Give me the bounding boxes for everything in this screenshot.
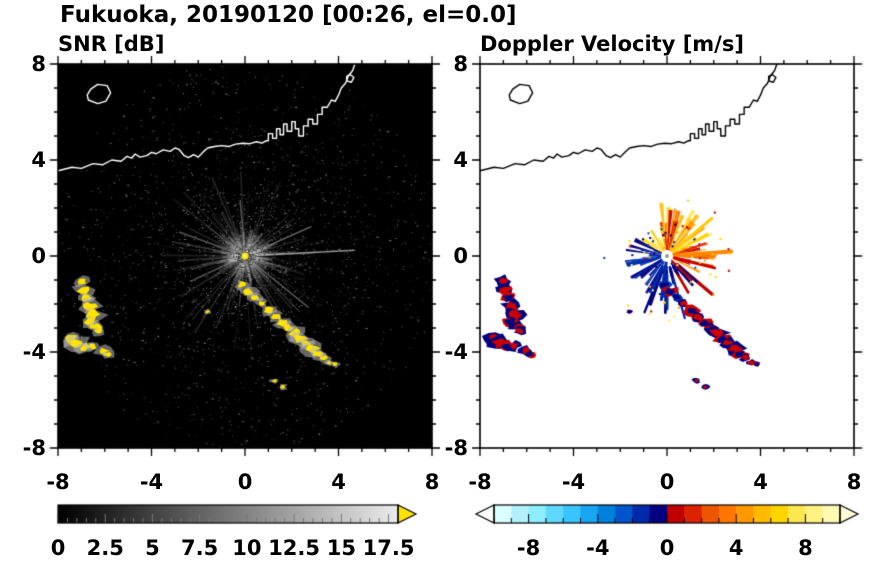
- snr-x-tick-label: -4: [139, 470, 164, 494]
- snr-x-tick-label: 8: [424, 470, 440, 494]
- doppler-plot-canvas: [469, 53, 865, 459]
- snr-x-tick-label: 4: [331, 470, 346, 494]
- doppler-y-tick-label: 4: [453, 148, 468, 172]
- doppler-colorbar-label: 8: [798, 536, 813, 560]
- doppler-y-tick-label: -4: [444, 340, 468, 364]
- doppler-y-tick-label: -8: [444, 436, 468, 460]
- snr-x-tick-label: 0: [237, 470, 253, 494]
- snr-y-tick-label: 8: [31, 52, 46, 76]
- doppler-x-tick-label: 4: [753, 470, 768, 494]
- doppler-panel-title: Doppler Velocity [m/s]: [480, 32, 744, 56]
- snr-y-tick-label: 0: [31, 244, 46, 268]
- doppler-x-tick-label: 8: [846, 470, 862, 494]
- snr-y-tick-label: -4: [22, 340, 46, 364]
- snr-y-tick-label: -8: [22, 436, 46, 460]
- doppler-colorbar-label: -4: [586, 536, 610, 560]
- snr-colorbar-label: 2.5: [86, 536, 124, 560]
- snr-colorbar-label: 10: [232, 536, 262, 560]
- doppler-y-tick-label: 8: [453, 52, 468, 76]
- snr-colorbar: [56, 502, 420, 528]
- doppler-colorbar: [472, 502, 864, 528]
- snr-colorbar-label: 12.5: [268, 536, 321, 560]
- snr-colorbar-label: 7.5: [181, 536, 219, 560]
- doppler-colorbar-label: -8: [516, 536, 541, 560]
- doppler-x-tick-label: -8: [468, 470, 492, 494]
- snr-panel-title: SNR [dB]: [58, 32, 165, 56]
- snr-colorbar-label: 5: [145, 536, 160, 560]
- snr-x-tick-label: -8: [46, 470, 70, 494]
- snr-plot-canvas: [47, 53, 443, 459]
- snr-colorbar-label: 0: [50, 536, 66, 560]
- snr-colorbar-label: 17.5: [362, 536, 415, 560]
- doppler-x-tick-label: 0: [659, 470, 675, 494]
- doppler-colorbar-label: 4: [728, 536, 744, 560]
- snr-colorbar-label: 15: [326, 536, 356, 560]
- doppler-x-tick-label: -4: [561, 470, 586, 494]
- doppler-colorbar-label: 0: [659, 536, 675, 560]
- snr-y-tick-label: 4: [31, 148, 46, 172]
- doppler-y-tick-label: 0: [453, 244, 468, 268]
- figure-title: Fukuoka, 20190120 [00:26, el=0.0]: [60, 2, 517, 28]
